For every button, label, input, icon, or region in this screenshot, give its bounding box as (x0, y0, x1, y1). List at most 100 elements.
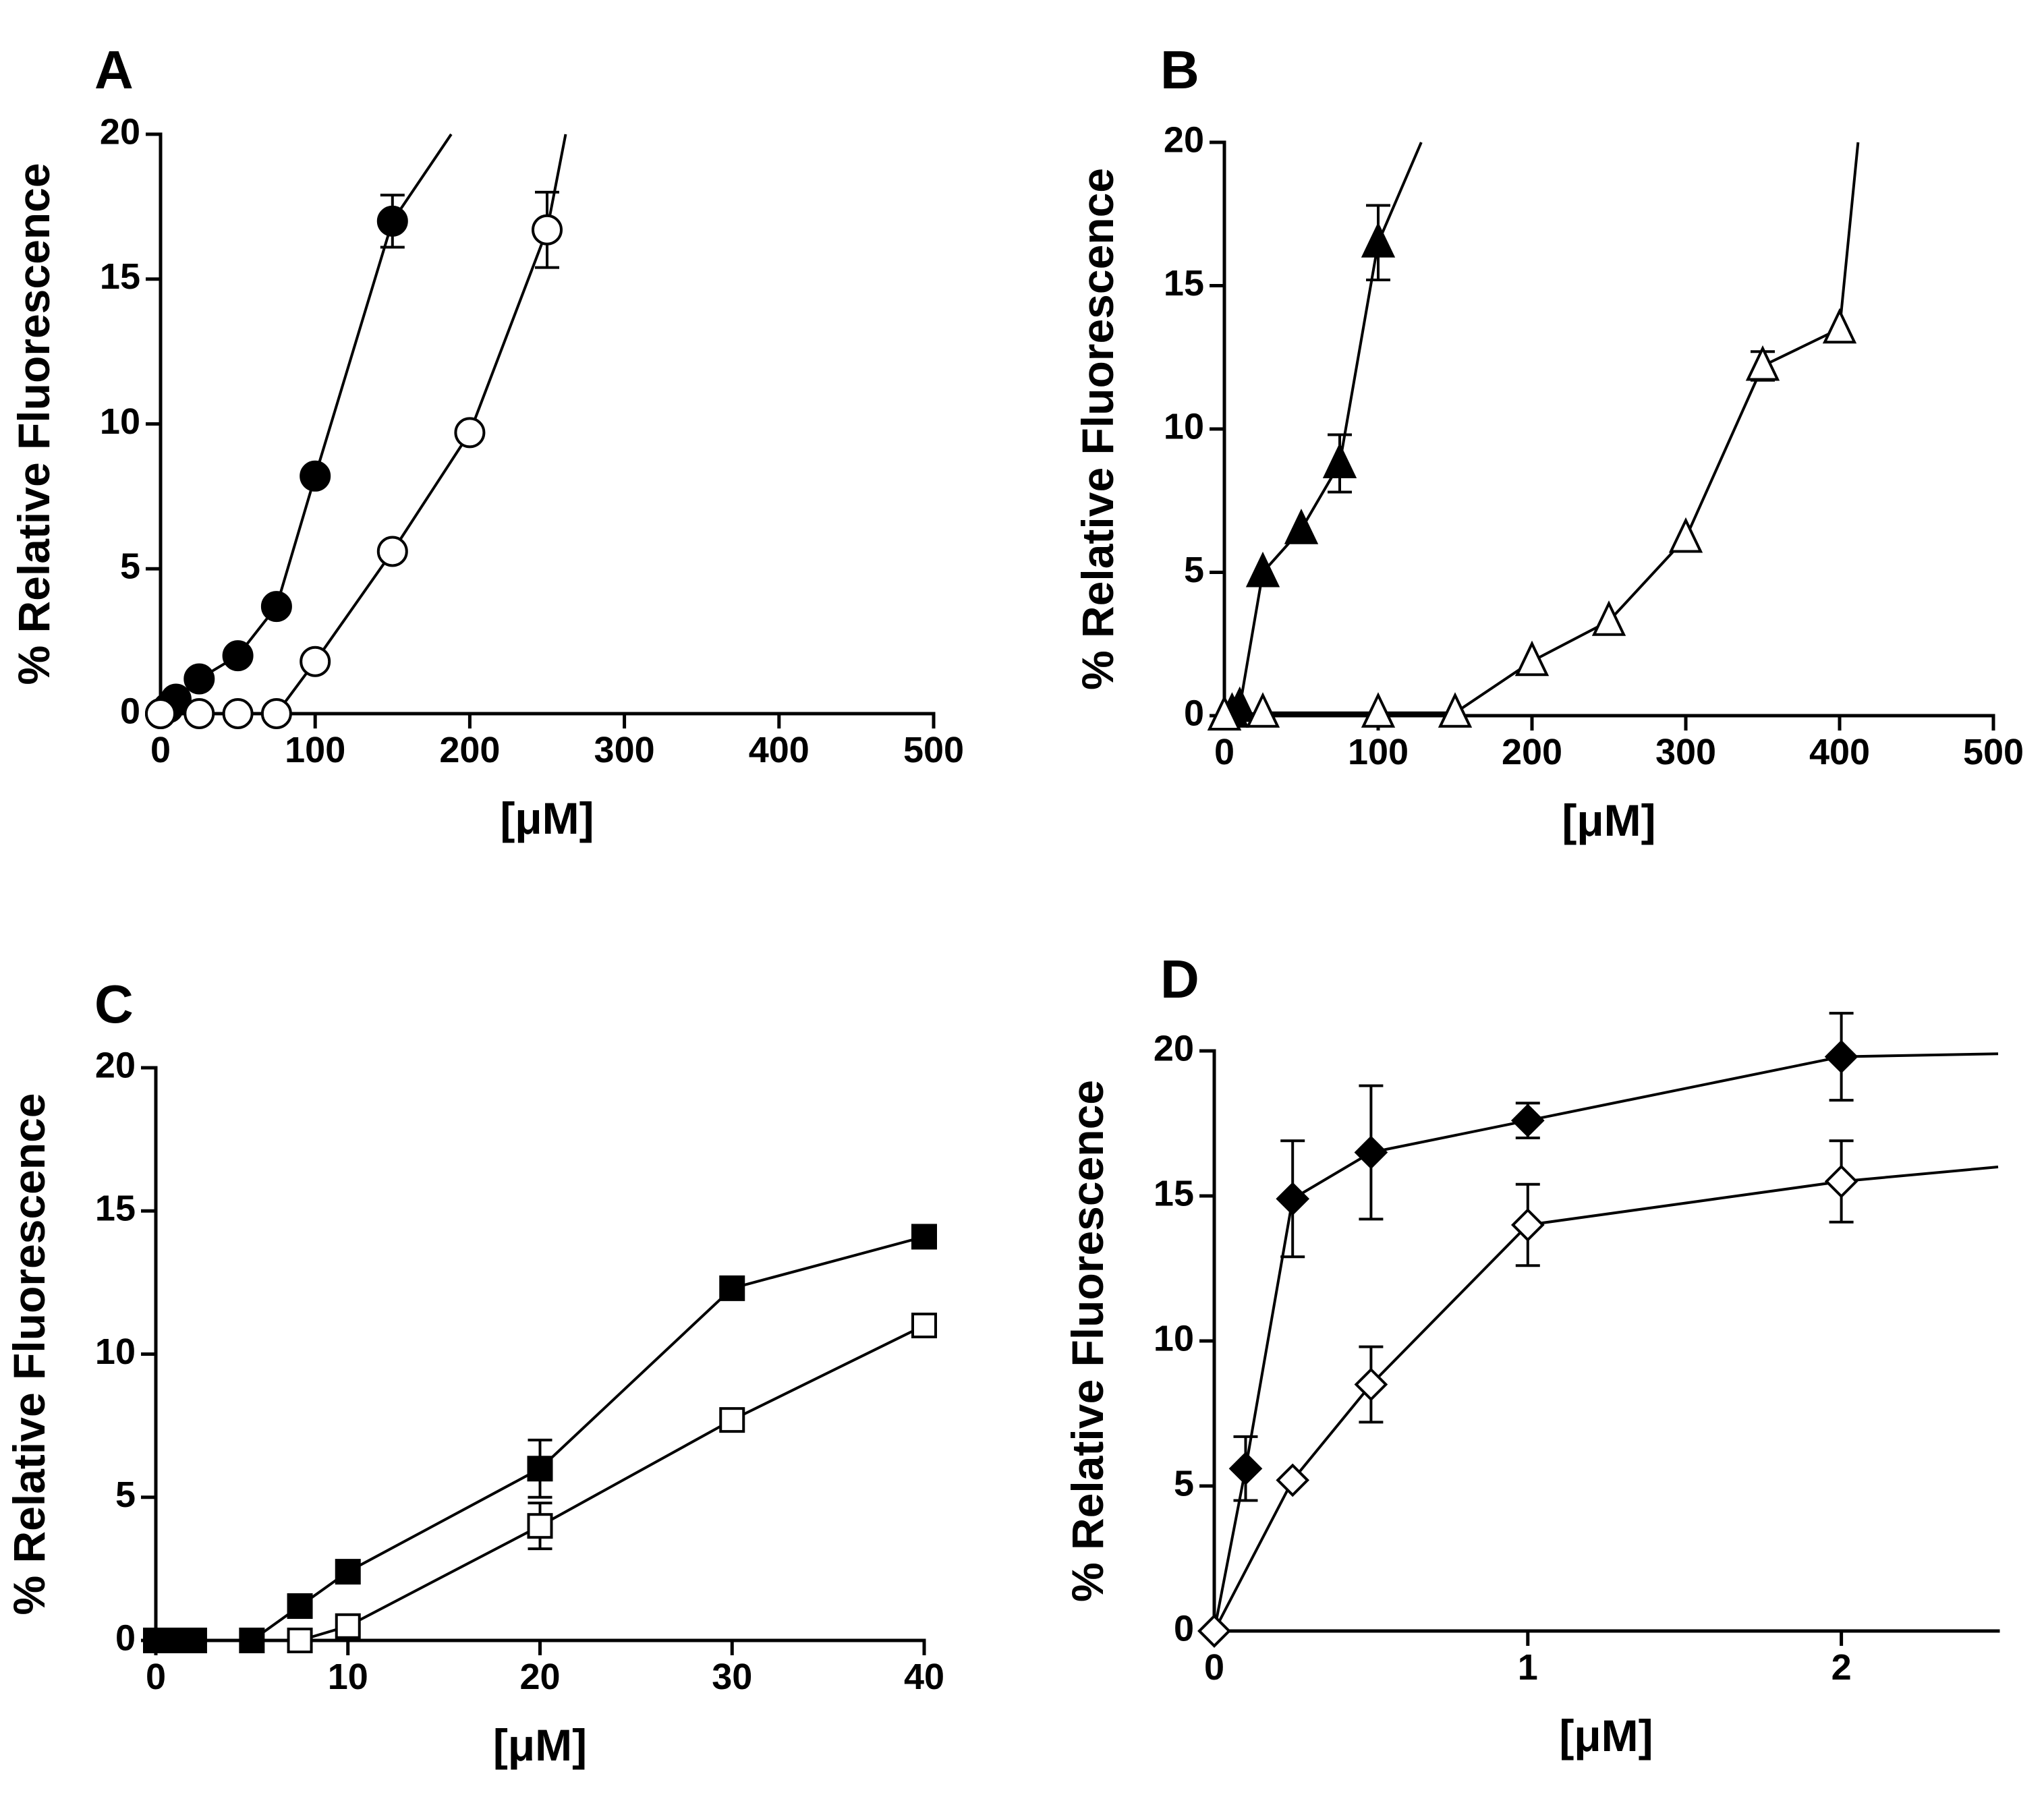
x-tick-label: 200 (439, 730, 500, 770)
data-point-square (335, 1559, 361, 1585)
data-point-circle (376, 536, 408, 567)
y-axis-title: % Relative Fluorescence (4, 1093, 54, 1615)
x-tick-label: 2 (1832, 1647, 1852, 1688)
panel-label: D (1160, 949, 1199, 1009)
y-tick-label: 10 (1164, 406, 1204, 447)
x-axis-title: [μM] (500, 793, 594, 843)
x-tick-label: 0 (1204, 1647, 1224, 1688)
data-point-triangle (1322, 442, 1357, 478)
series-line (1224, 142, 1423, 717)
series-filled-circle (145, 133, 453, 729)
series-open-circle (145, 134, 567, 729)
data-point-triangle (1245, 551, 1280, 588)
y-tick-label: 5 (115, 1475, 136, 1515)
data-point-triangle (1591, 600, 1626, 636)
data-point-diamond (1510, 1208, 1545, 1242)
data-point-triangle (1822, 308, 1857, 344)
data-point-circle (260, 698, 292, 729)
data-point-square (287, 1628, 313, 1653)
x-tick-label: 300 (594, 730, 655, 770)
y-tick-label: 15 (100, 256, 140, 297)
data-point-circle (222, 640, 254, 672)
data-point-circle (532, 214, 563, 246)
data-point-square (181, 1628, 207, 1653)
x-tick-label: 500 (1963, 732, 2024, 772)
data-point-square (719, 1407, 745, 1433)
data-point-square (719, 1275, 745, 1301)
data-point-square (335, 1613, 361, 1639)
x-tick-label: 20 (519, 1657, 560, 1697)
data-point-square (527, 1513, 553, 1539)
data-point-diamond (1276, 1182, 1310, 1216)
data-point-diamond (1197, 1614, 1231, 1648)
y-axis-title: % Relative Fluorescence (1073, 168, 1123, 690)
y-tick-label: 0 (1174, 1608, 1194, 1649)
data-point-circle (376, 205, 408, 237)
x-tick-label: 100 (285, 730, 345, 770)
data-point-diamond (1276, 1463, 1310, 1497)
x-axis-title: [μM] (493, 1720, 587, 1770)
series-line (156, 1235, 925, 1642)
y-tick-label: 5 (1174, 1463, 1194, 1504)
x-tick-label: 400 (749, 730, 810, 770)
series-line (1224, 142, 1860, 717)
y-tick-label: 20 (1164, 119, 1204, 160)
panel-label: C (94, 974, 134, 1034)
data-point-circle (145, 698, 176, 729)
data-point-triangle (1284, 509, 1319, 544)
series-line (1213, 1052, 1999, 1632)
data-point-square (911, 1224, 937, 1250)
x-axis-title: [μM] (1562, 795, 1655, 845)
y-tick-label: 10 (100, 401, 140, 442)
x-tick-label: 400 (1809, 732, 1870, 772)
data-point-square (239, 1628, 265, 1653)
data-point-triangle (1514, 640, 1550, 677)
series-line (299, 1324, 925, 1642)
series-filled-square (143, 1224, 937, 1653)
data-point-diamond (1228, 1452, 1263, 1486)
x-tick-label: 10 (328, 1657, 368, 1697)
x-tick-label: 40 (904, 1657, 944, 1697)
data-point-circle (300, 460, 331, 492)
data-point-square (287, 1593, 313, 1620)
x-tick-label: 200 (1502, 732, 1562, 772)
data-point-diamond (1354, 1367, 1388, 1402)
data-point-square (911, 1313, 937, 1339)
y-tick-label: 0 (1184, 693, 1204, 733)
x-tick-label: 300 (1655, 732, 1716, 772)
series-line (1213, 1166, 1999, 1632)
y-tick-label: 20 (95, 1045, 136, 1085)
y-tick-label: 0 (115, 1618, 136, 1658)
x-tick-label: 30 (712, 1657, 752, 1697)
data-point-triangle (1438, 692, 1473, 728)
data-point-square (527, 1456, 553, 1482)
x-tick-label: 0 (1214, 732, 1234, 772)
y-tick-label: 15 (1164, 263, 1204, 304)
series-filled-triangle (1207, 142, 1423, 731)
data-point-circle (222, 698, 254, 729)
x-axis-title: [μM] (1559, 1711, 1653, 1761)
panel-label: B (1160, 40, 1199, 100)
panel-label: A (94, 40, 134, 100)
x-tick-label: 0 (146, 1657, 166, 1697)
data-point-triangle (1361, 222, 1396, 258)
data-point-diamond (1354, 1135, 1388, 1170)
data-point-circle (260, 591, 292, 623)
data-point-triangle (1668, 517, 1703, 553)
data-point-triangle (1245, 692, 1280, 728)
y-tick-label: 20 (1154, 1028, 1194, 1068)
data-point-circle (300, 646, 331, 677)
x-tick-label: 500 (903, 730, 964, 770)
data-point-circle (454, 417, 486, 449)
y-axis-title: % Relative Fluorescence (1062, 1080, 1112, 1602)
y-tick-label: 0 (120, 691, 140, 731)
panel-c: C 0 5 10 15 20 0 10 20 30 40 [μM] % Relative Fluores… (4, 974, 944, 1770)
data-point-circle (183, 663, 215, 695)
y-tick-label: 20 (100, 111, 140, 152)
data-point-triangle (1207, 695, 1242, 731)
data-point-diamond (1824, 1164, 1858, 1199)
y-axis-title: % Relative Fluorescence (9, 163, 59, 685)
